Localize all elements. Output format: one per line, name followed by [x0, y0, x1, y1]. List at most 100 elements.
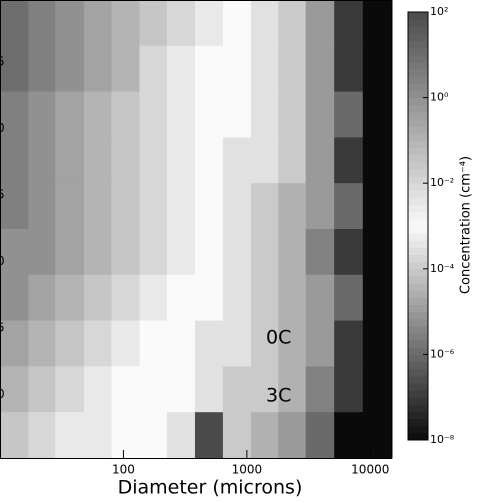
y-tick-label: 0: [0, 387, 5, 401]
colorbar-segment: [408, 325, 428, 334]
heatmap-cell: [334, 0, 364, 47]
heatmap-cell: [278, 274, 307, 322]
heatmap-cell: [28, 183, 56, 230]
heatmap-cell: [139, 320, 168, 367]
heatmap-cell: [250, 412, 279, 459]
heatmap-cell: [362, 183, 393, 230]
colorbar-segment: [408, 318, 428, 327]
heatmap-cell: [55, 229, 85, 276]
heatmap-cell: [28, 320, 56, 367]
colorbar-tick-label: 10⁻²: [430, 176, 454, 189]
colorbar-segment: [408, 382, 428, 391]
heatmap-cell: [84, 183, 112, 230]
heatmap-cell: [305, 366, 335, 413]
heatmap-cell: [250, 183, 279, 230]
colorbar-segment: [408, 33, 428, 42]
heatmap-cell: [166, 137, 196, 184]
heatmap-cell: [278, 229, 307, 276]
heatmap-cell: [139, 91, 168, 138]
heatmap-cell: [305, 0, 335, 47]
heatmap-cell: [28, 366, 56, 413]
heatmap-cell: [0, 274, 29, 322]
colorbar-tick-label: 10⁻⁶: [430, 347, 455, 360]
heatmap-cell: [278, 0, 307, 47]
heatmap-cell: [305, 183, 335, 230]
heatmap-cell: [84, 229, 112, 276]
heatmap-cell: [139, 229, 168, 276]
heatmap-cell: [111, 45, 141, 93]
heatmap-cell: [222, 45, 252, 93]
heatmap-cell: [194, 183, 224, 230]
heatmap-cell: [194, 274, 224, 322]
colorbar-segment: [408, 404, 428, 412]
heatmap-cell: [28, 274, 56, 322]
heatmap-cell: [84, 366, 112, 413]
heatmap-cell: [222, 366, 252, 413]
colorbar-segment: [408, 40, 428, 49]
colorbar-segment: [408, 268, 428, 277]
heatmap-cell: [194, 0, 224, 47]
colorbar-segment: [408, 283, 428, 291]
y-tick-label: 5: [0, 321, 5, 335]
heatmap-cell: [0, 320, 29, 367]
heatmap-cell: [362, 45, 393, 93]
heatmap-cell: [55, 137, 85, 184]
heatmap-cell: [194, 320, 224, 367]
colorbar-segment: [408, 311, 428, 320]
heatmap-cell: [250, 45, 279, 93]
colorbar-segment: [408, 347, 428, 355]
colorbar-segment: [408, 254, 428, 263]
colorbar-segment: [408, 140, 428, 149]
colorbar-segment: [408, 425, 428, 434]
colorbar-segment: [408, 418, 428, 427]
colorbar-segment: [408, 247, 428, 256]
heatmap-cell: [362, 366, 393, 413]
heatmap-cell: [278, 412, 307, 459]
heatmap-cell: [194, 229, 224, 276]
heatmap-cell: [28, 137, 56, 184]
colorbar-segment: [408, 432, 428, 441]
colorbar-segment: [408, 90, 428, 99]
colorbar-segment: [408, 12, 428, 20]
colorbar-segment: [408, 54, 428, 63]
colorbar-segment: [408, 375, 428, 384]
heatmap-cell: [139, 0, 168, 47]
colorbar-segment: [408, 133, 428, 141]
heatmap-cell: [362, 0, 393, 47]
heatmap-cell: [111, 274, 141, 322]
y-tick-label: 0: [0, 121, 5, 135]
heatmap-cell: [55, 366, 85, 413]
heatmap-cell: [334, 183, 364, 230]
colorbar-segment: [408, 211, 428, 220]
colorbar-segment: [408, 26, 428, 34]
heatmap-cell: [305, 137, 335, 184]
heatmap-cell: [305, 91, 335, 138]
colorbar-segment: [408, 97, 428, 106]
heatmap-cell: [278, 183, 307, 230]
heatmap-cell: [0, 366, 29, 413]
heatmap-cell: [166, 91, 196, 138]
heatmap-cell: [84, 45, 112, 93]
heatmap-cell: [55, 45, 85, 93]
heatmap-cell: [334, 45, 364, 93]
heatmap-cell: [362, 91, 393, 138]
colorbar-segment: [408, 147, 428, 156]
colorbar-segment: [408, 111, 428, 120]
colorbar-tick-label: 10⁻⁴: [430, 262, 455, 275]
heatmap-cell: [84, 320, 112, 367]
colorbar-segment: [408, 204, 428, 213]
heatmap-cell: [278, 91, 307, 138]
annotation: 3C: [266, 385, 291, 407]
colorbar-segment: [408, 290, 428, 298]
heatmap-cell: [194, 412, 224, 459]
heatmap-cell: [166, 45, 196, 93]
heatmap-cell: [0, 91, 29, 138]
heatmap-cell: [334, 91, 364, 138]
heatmap-cell: [55, 0, 85, 47]
heatmap-cell: [0, 45, 29, 93]
heatmap-cell: [305, 412, 335, 459]
heatmap-cell: [0, 183, 29, 230]
colorbar-segment: [408, 354, 428, 363]
heatmap-cell: [222, 320, 252, 367]
